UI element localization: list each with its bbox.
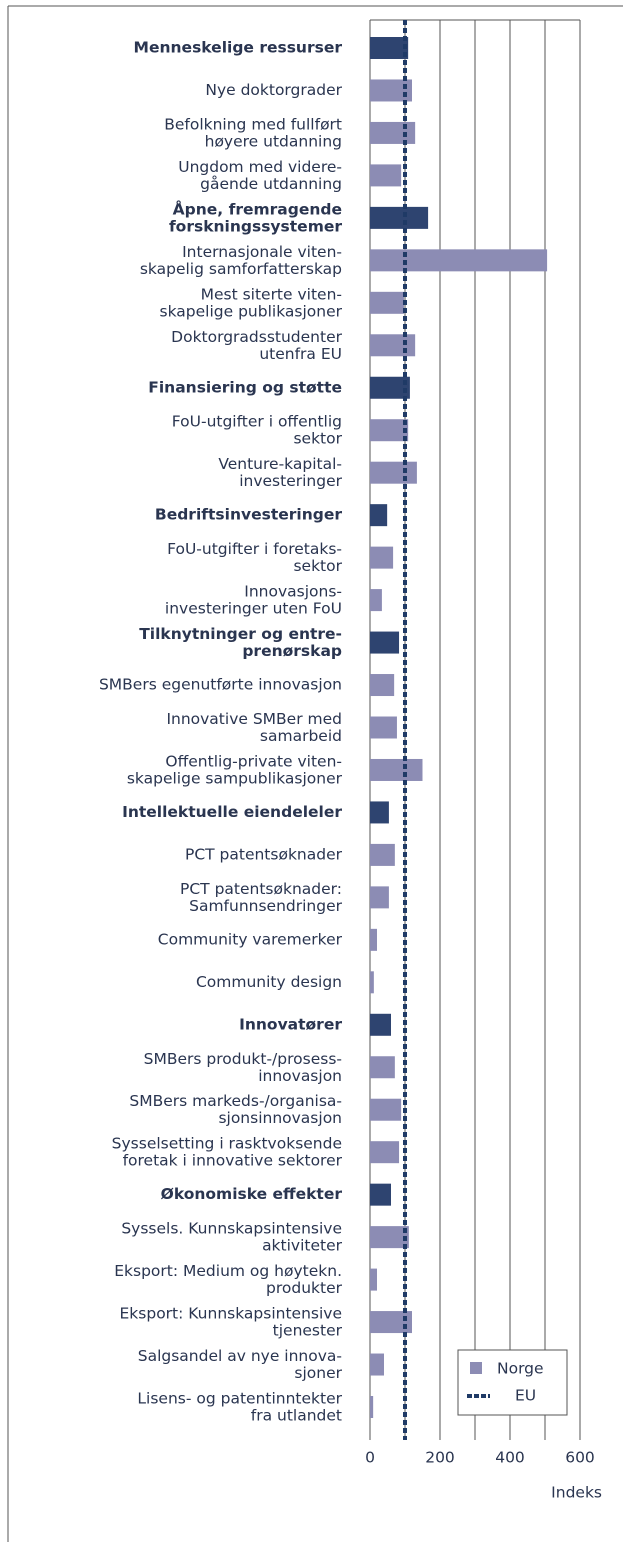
y-tick-label: Internasjonale viten-skapelig samforfatt… — [140, 242, 342, 277]
y-tick-label: SMBers produkt-/prosess-innovasjon — [144, 1049, 342, 1084]
y-tick-label: Befolkning med fullført høyere utdanning — [164, 115, 342, 150]
bar — [370, 843, 395, 866]
y-tick-label: SMBers markeds-/organisa-sjonsinnovasjon — [129, 1092, 342, 1127]
y-tick-label: FoU-utgifter i offentlig sektor — [172, 412, 343, 447]
y-tick-label: Doktorgradsstudenter utenfra EU — [171, 327, 342, 362]
bar — [370, 79, 412, 102]
y-tick-label: Salgsandel av nye innova-sjoner — [138, 1347, 343, 1382]
y-tick-label: Tilknytninger og entre-prenørskap — [139, 625, 342, 660]
y-tick-label: Eksport: Kunnskapsintensive tjenester — [120, 1304, 343, 1339]
y-tick-label: Sysselsetting i rasktvoksende foretak i i… — [112, 1134, 343, 1169]
y-tick-label: Ungdom med videre-gående utdanning — [178, 157, 342, 192]
bar — [370, 1311, 412, 1334]
bar — [370, 1013, 391, 1036]
bar — [370, 1268, 377, 1291]
y-tick-label: Eksport: Medium og høytekn. produkter — [114, 1262, 342, 1297]
bar — [370, 1226, 409, 1249]
bar — [370, 376, 410, 399]
y-tick-label: Åpne, fremragende forskningssystemer — [169, 199, 342, 235]
legend-label: EU — [515, 1387, 536, 1405]
bar — [370, 546, 394, 569]
y-tick-label: PCT patentsøknader: Samfunnsendringer — [180, 879, 343, 914]
bar — [370, 1183, 391, 1206]
bar — [370, 631, 400, 654]
y-tick-label: Nye doktorgrader — [205, 81, 342, 99]
bar — [370, 1141, 400, 1164]
bar — [370, 971, 374, 994]
bar — [370, 37, 409, 59]
legend-swatch — [470, 1362, 482, 1374]
bar — [370, 716, 397, 739]
y-tick-label: Syssels. Kunnskapsintensive aktiviteter — [121, 1219, 342, 1254]
y-tick-label: Community varemerker — [158, 930, 343, 948]
y-tick-label: Finansiering og støtte — [148, 378, 342, 396]
y-tick-label: Community design — [196, 973, 342, 991]
bar — [370, 928, 377, 951]
bar — [370, 334, 416, 357]
bar — [370, 758, 423, 781]
legend-box — [457, 1349, 568, 1416]
bar — [370, 206, 429, 229]
bar — [370, 164, 402, 187]
x-tick-label: 400 — [495, 1449, 525, 1467]
x-tick-label: 600 — [565, 1449, 595, 1467]
bar — [370, 674, 395, 697]
y-tick-label: Mest siterte viten-skapelige publikasjon… — [160, 285, 343, 320]
bar — [370, 1353, 384, 1376]
y-tick-label: Menneskelige ressurser — [134, 39, 343, 57]
x-tick-label: 0 — [365, 1449, 375, 1467]
y-tick-label: Økonomiske effekter — [161, 1185, 343, 1203]
legend-label: Norge — [497, 1360, 544, 1378]
bar — [370, 504, 388, 527]
y-tick-label: Innovatører — [239, 1015, 342, 1033]
bar — [370, 1056, 395, 1079]
y-tick-label: Intellektuelle eiendeleler — [122, 803, 342, 821]
y-tick-label: FoU-utgifter i foretaks-sektor — [167, 540, 343, 575]
bar — [370, 1396, 374, 1418]
y-tick-label: PCT patentsøknader — [185, 845, 343, 863]
bar — [370, 249, 548, 272]
bar — [370, 121, 416, 144]
bar — [370, 886, 389, 909]
bar — [370, 589, 382, 612]
y-tick-label: SMBers egenutførte innovasjon — [99, 676, 342, 694]
y-tick-label: Bedriftsinvesteringer — [155, 506, 342, 524]
y-tick-label: Offentlig-private viten-skapelige sampub… — [127, 752, 343, 787]
y-tick-label: Innovasjons-investeringer uten FoU — [165, 582, 342, 617]
y-tick-label: Innovative SMBer med samarbeid — [166, 710, 342, 745]
bar — [370, 801, 389, 824]
bar — [370, 291, 404, 314]
bar — [370, 1098, 402, 1121]
x-axis-label: Indeks — [551, 1484, 602, 1502]
x-tick-label: 200 — [425, 1449, 455, 1467]
bar — [370, 419, 409, 442]
bar — [370, 461, 417, 484]
y-tick-label: Lisens- og patentinntekter fra utlandet — [137, 1389, 342, 1424]
y-tick-label: Venture-kapital-investeringer — [218, 455, 342, 490]
